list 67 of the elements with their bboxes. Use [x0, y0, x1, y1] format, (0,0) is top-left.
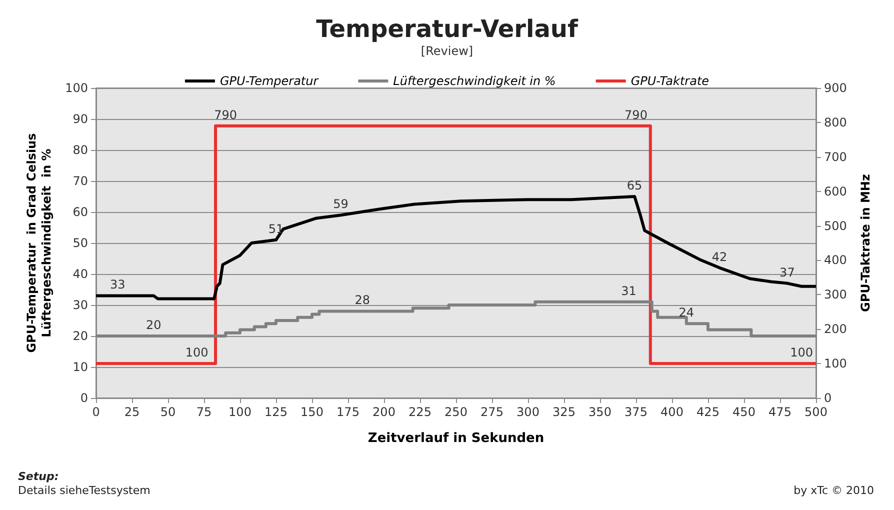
y-axis-title: GPU-Temperatur in Grad Celsius Lüftergeschwindigkeit in %: [24, 133, 54, 353]
x-tick-label: 125: [264, 405, 288, 419]
data-label: 24: [678, 306, 694, 320]
x-tick-label: 475: [768, 405, 792, 419]
y2-tick-label: 900: [824, 81, 847, 95]
y2-axis-title: GPU-Taktrate in MHz: [858, 174, 872, 312]
x-tick-label: 350: [588, 405, 612, 419]
x-tick-label: 150: [300, 405, 324, 419]
data-label: 37: [780, 265, 795, 280]
y-tick-label: 80: [72, 143, 88, 157]
text: by xTc © 2010: [794, 484, 874, 497]
x-tick-label: 425: [696, 405, 720, 419]
x-tick-label: 175: [336, 405, 360, 419]
data-label: 20: [146, 318, 162, 332]
y2-tick-label: 100: [824, 356, 847, 371]
y2-tick-label: 300: [824, 288, 847, 302]
data-label: 42: [712, 250, 728, 264]
data-label: 33: [110, 278, 126, 292]
y-tick-label: 40: [72, 267, 88, 281]
x-axis-title: Zeitverlauf in Sekunden: [368, 431, 544, 446]
y2-tick-label: 400: [824, 253, 847, 268]
data-label: 31: [621, 284, 636, 298]
data-label: 59: [333, 197, 348, 212]
y2-tick-label: 600: [824, 184, 847, 198]
x-tick-label: 50: [160, 405, 176, 419]
legend-label: GPU-Taktrate: [630, 74, 710, 88]
y2-tick-label: 0: [824, 391, 832, 405]
data-label: 790: [624, 108, 648, 122]
y-tick-label: 60: [72, 205, 88, 219]
y2-tick-label: 200: [824, 322, 847, 336]
text: Details sieheTestsystem: [18, 484, 150, 497]
y-tick-label: 50: [72, 236, 88, 250]
data-label: 100: [790, 346, 814, 360]
y-tick-label: 70: [72, 174, 88, 188]
x-tick-label: 300: [516, 405, 540, 419]
x-tick-label: 75: [196, 405, 212, 419]
y-tick-label: 20: [72, 329, 88, 343]
x-tick-label: 500: [804, 405, 828, 419]
data-label: 790: [214, 108, 238, 122]
legend-label: GPU-Temperatur: [220, 74, 320, 88]
x-tick-label: 100: [228, 405, 252, 419]
y-tick-label: 0: [80, 391, 88, 405]
y2-tick-label: 500: [824, 218, 847, 233]
legend-label: Lüftergeschwindigkeit in %: [393, 74, 556, 88]
y-tick-label: 10: [72, 360, 88, 374]
x-tick-label: 200: [372, 405, 396, 419]
x-tick-label: 250: [444, 405, 468, 419]
chart-subtitle: [Review]: [420, 44, 474, 58]
data-label: 51: [268, 222, 284, 236]
y-tick-label: 30: [72, 298, 88, 312]
chart-title: Temperatur-Verlauf: [316, 15, 579, 43]
text: Setup:: [18, 470, 59, 483]
x-tick-label: 375: [624, 405, 648, 419]
data-label: 65: [626, 178, 642, 192]
x-tick-label: 275: [480, 405, 504, 419]
y-tick-label: 90: [72, 112, 88, 126]
y2-tick-label: 700: [824, 150, 847, 164]
y2-tick-label: 800: [824, 115, 847, 130]
x-tick-label: 450: [732, 405, 756, 419]
x-tick-label: 225: [408, 405, 432, 419]
x-tick-label: 325: [552, 405, 576, 419]
x-tick-label: 0: [92, 405, 100, 419]
y-tick-label: 100: [65, 81, 88, 95]
x-tick-label: 400: [660, 405, 684, 419]
data-label: 28: [354, 293, 370, 308]
data-label: 100: [185, 346, 208, 360]
x-tick-label: 25: [124, 405, 140, 419]
